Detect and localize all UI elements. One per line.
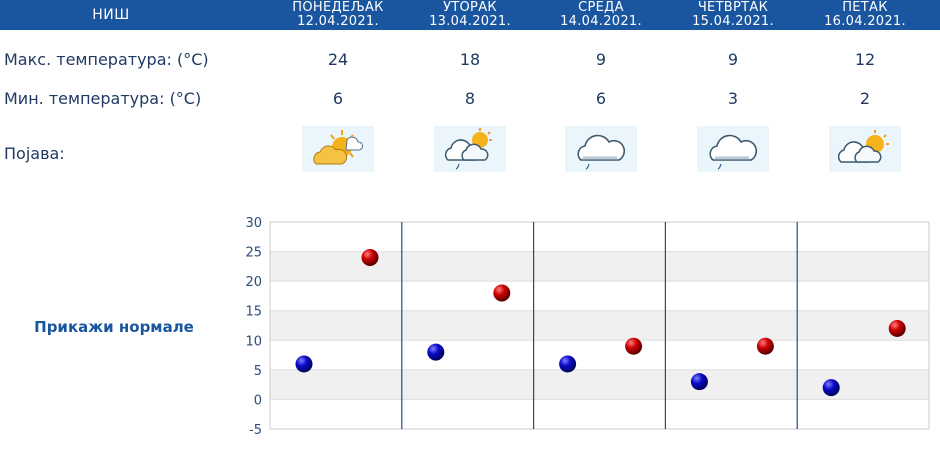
max-temp-point bbox=[361, 248, 379, 266]
grid-band bbox=[270, 281, 929, 311]
day-date: 15.04.2021. bbox=[692, 14, 774, 29]
max-temp-value: 18 bbox=[459, 50, 481, 69]
min-temp-value: 8 bbox=[464, 89, 476, 108]
cloud-sun-light-rain-icon bbox=[434, 126, 506, 172]
max-temp-value: 12 bbox=[854, 50, 876, 69]
max-temp-point bbox=[756, 337, 774, 355]
grid-band bbox=[270, 222, 929, 252]
day-name: УТОРАК bbox=[443, 0, 497, 15]
y-tick-label: 30 bbox=[245, 216, 262, 231]
plot-frame bbox=[269, 221, 930, 430]
grid-band bbox=[270, 251, 929, 282]
y-tick-label: -5 bbox=[249, 423, 262, 438]
forecast-header: НИШ ПОНЕДЕЉАК 12.04.2021. УТОРАК 13.04.2… bbox=[0, 0, 940, 30]
y-tick-label: 20 bbox=[245, 275, 262, 290]
y-tick-label: 5 bbox=[254, 364, 262, 379]
phenomenon-label: Појава: bbox=[4, 144, 65, 163]
max-temp-point bbox=[493, 284, 511, 302]
day-name: СРЕДА bbox=[578, 0, 624, 15]
min-temp-value: 6 bbox=[332, 89, 344, 108]
cloud-light-rain-icon bbox=[697, 126, 769, 172]
day-header-5: ПЕТАК 16.04.2021. bbox=[799, 0, 931, 30]
day-header-2: УТОРАК 13.04.2021. bbox=[404, 0, 536, 30]
day-header-4: ЧЕТВРТАК 15.04.2021. bbox=[667, 0, 799, 30]
grid-band bbox=[270, 369, 929, 400]
sun-cloud-icon bbox=[302, 126, 374, 172]
y-tick-label: 10 bbox=[245, 334, 262, 349]
grid-band bbox=[270, 340, 929, 370]
day-header-3: СРЕДА 14.04.2021. bbox=[535, 0, 667, 30]
max-temp-value: 24 bbox=[327, 50, 349, 69]
grid-band bbox=[270, 399, 929, 429]
day-date: 13.04.2021. bbox=[429, 14, 511, 29]
day-name: ПЕТАК bbox=[842, 0, 888, 15]
max-temp-value: 9 bbox=[727, 50, 739, 69]
cloud-light-rain-icon bbox=[565, 126, 637, 172]
city-name: НИШ bbox=[92, 7, 130, 23]
min-temp-point bbox=[559, 355, 577, 373]
max-temp-point bbox=[625, 337, 643, 355]
min-temp-point bbox=[295, 355, 313, 373]
day-date: 14.04.2021. bbox=[560, 14, 642, 29]
grid-band bbox=[270, 310, 929, 341]
max-temp-point bbox=[888, 319, 906, 337]
day-header-1: ПОНЕДЕЉАК 12.04.2021. bbox=[272, 0, 404, 30]
day-name: ЧЕТВРТАК bbox=[697, 0, 769, 15]
max-temp-label: Макс. температура: (°C) bbox=[4, 50, 209, 69]
show-normals-link[interactable]: Прикажи нормале bbox=[34, 318, 194, 336]
min-temp-point bbox=[427, 343, 445, 361]
day-date: 12.04.2021. bbox=[297, 14, 379, 29]
cloud-sun-icon bbox=[829, 126, 901, 172]
min-temp-value: 3 bbox=[727, 89, 739, 108]
min-temp-value: 6 bbox=[595, 89, 607, 108]
min-temp-point bbox=[690, 373, 708, 391]
day-date: 16.04.2021. bbox=[824, 14, 906, 29]
min-temp-label: Мин. температура: (°C) bbox=[4, 89, 202, 108]
day-name: ПОНЕДЕЉАК bbox=[292, 0, 384, 15]
max-temp-value: 9 bbox=[595, 50, 607, 69]
min-temp-value: 2 bbox=[859, 89, 871, 108]
y-tick-label: 0 bbox=[254, 393, 262, 408]
y-tick-label: 15 bbox=[245, 305, 262, 320]
y-tick-label: 25 bbox=[245, 246, 262, 261]
min-temp-point bbox=[822, 379, 840, 397]
